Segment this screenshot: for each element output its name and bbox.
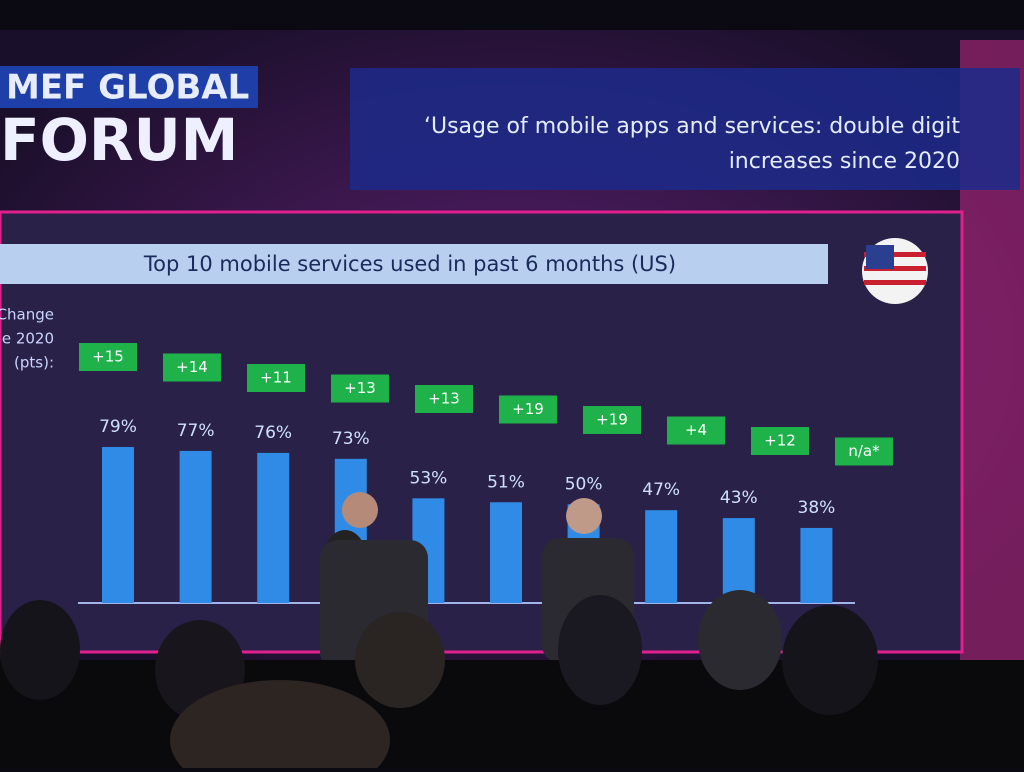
flag-stripe (864, 266, 926, 271)
change-box (667, 416, 725, 445)
chart-title: Top 10 mobile services used in past 6 mo… (143, 252, 676, 276)
value-label: 79% (99, 417, 137, 437)
value-label: 38% (798, 498, 836, 518)
head (782, 605, 878, 715)
title-bar (0, 244, 828, 284)
headline: ‘Usage of mobile apps and services: doub… (424, 114, 960, 139)
change-caption: Change (0, 306, 54, 324)
bar (800, 527, 833, 603)
bar (102, 446, 134, 603)
bar (490, 502, 522, 603)
change-box (499, 395, 557, 424)
head (170, 680, 390, 772)
value-label: 47% (642, 480, 680, 500)
value-label: 77% (177, 421, 215, 441)
change-label: +14 (176, 358, 208, 376)
head (558, 595, 642, 705)
change-label: +15 (92, 348, 124, 366)
change-caption: (pts): (14, 354, 54, 372)
head (698, 590, 782, 690)
change-box (331, 374, 389, 403)
change-label: +11 (260, 369, 292, 387)
flag-stripe (864, 280, 926, 285)
headline-box (350, 68, 1020, 190)
bar (257, 452, 290, 603)
change-box (163, 353, 221, 382)
value-label: 51% (487, 472, 525, 492)
change-label: +19 (596, 411, 628, 429)
change-label: n/a* (848, 442, 880, 460)
value-label: 43% (720, 488, 758, 508)
change-box (835, 437, 893, 466)
brand-line: MEF GLOBAL (6, 68, 249, 108)
brand-box (0, 66, 258, 108)
value-label: 50% (565, 474, 603, 494)
value-label: 53% (410, 468, 448, 488)
change-label: +4 (685, 421, 707, 439)
change-caption: e 2020 (2, 330, 54, 348)
head (355, 612, 445, 708)
value-label: 73% (332, 429, 370, 449)
headline: increases since 2020 (729, 149, 960, 174)
bar (645, 510, 678, 603)
speaker-head (566, 498, 602, 534)
audience (0, 492, 1024, 772)
value-label: 76% (254, 423, 292, 443)
change-box (247, 364, 305, 392)
change-label: +12 (764, 432, 796, 450)
brand-line: FORUM (0, 106, 238, 174)
change-box (751, 427, 809, 455)
speaker-head (342, 492, 378, 528)
flag-stripe (864, 252, 926, 257)
change-box (415, 385, 473, 413)
change-label: +19 (512, 400, 544, 418)
change-label: +13 (428, 390, 460, 408)
change-label: +13 (344, 379, 376, 397)
bar (722, 518, 755, 603)
change-box (583, 406, 641, 434)
head (0, 600, 80, 700)
flag-canton (866, 245, 894, 269)
change-box (79, 343, 137, 371)
bar (179, 450, 212, 603)
